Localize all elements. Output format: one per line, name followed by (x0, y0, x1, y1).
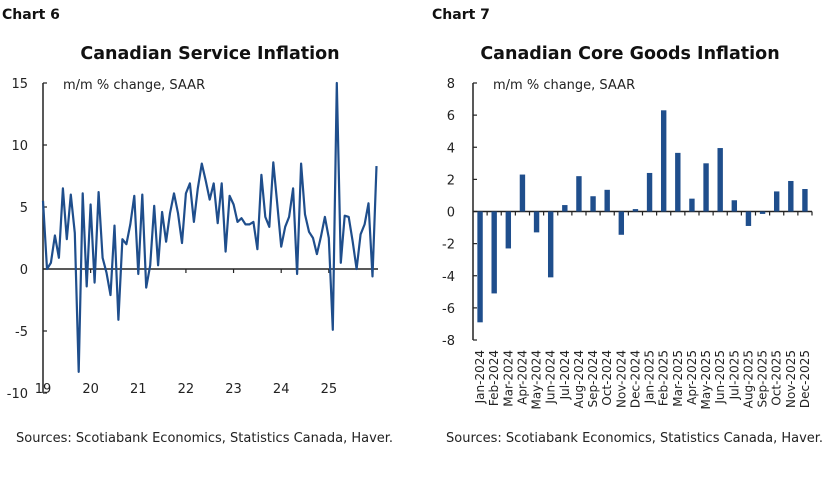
chart6-y-tick-label: 0 (20, 263, 28, 278)
chart7-x-tick-label: Aug-2024 (572, 350, 586, 408)
chart6-y-tick-label: 10 (11, 139, 28, 154)
chart7-y-tick-label: -2 (442, 238, 455, 253)
chart7-y-tick-label: 4 (447, 141, 455, 156)
chart6-x-tick-label: 25 (321, 382, 338, 397)
chart7-bar (590, 196, 596, 212)
chart7-bar (689, 198, 695, 212)
chart6-x-tick-label: 21 (130, 382, 147, 397)
chart7-x-tick-label: May-2024 (530, 350, 544, 409)
chart6-series-line (41, 81, 378, 373)
chart7-x-tick-label: Jun-2025 (713, 350, 727, 405)
chart7-y-tick-label: 0 (447, 206, 455, 221)
chart7-x-tick-label: Jul-2024 (558, 350, 572, 400)
chart7-y-tick-label: 2 (447, 173, 455, 188)
chart7-y-tick-label: 6 (447, 109, 455, 124)
chart6-y-tick-label: -5 (15, 325, 28, 340)
chart7-y-tick-label: -6 (442, 302, 455, 317)
chart7-bar (773, 191, 780, 212)
chart7-bar (632, 209, 639, 212)
chart7-bar (745, 211, 752, 226)
chart6-source: Sources: Scotiabank Economics, Statistic… (16, 431, 394, 446)
chart7-x-tick-label: Dec-2025 (798, 350, 812, 408)
chart7-label: Chart 7 (432, 7, 490, 23)
chart7-x-tick-label: Mar-2024 (501, 350, 515, 407)
chart7-bar (505, 211, 512, 249)
chart7-x-tick-label: Nov-2025 (784, 350, 798, 408)
chart7-bar (562, 205, 568, 212)
chart7-bar (604, 189, 610, 212)
chart7-title: Canadian Core Goods Inflation (480, 44, 780, 64)
chart7-bar (618, 211, 625, 235)
chart7-bar (646, 172, 653, 212)
chart7-x-tick-label: Feb-2025 (657, 350, 671, 406)
chart7-bar (519, 174, 526, 212)
chart6-y-tick-label: 15 (11, 77, 28, 92)
chart7-x-tick-label: Oct-2025 (770, 350, 784, 406)
chart6-x-tick-label: 20 (82, 382, 99, 397)
chart7-y-tick-label: -4 (442, 270, 455, 285)
chart7-x-tick-label: Nov-2024 (614, 350, 628, 408)
chart7-y-tick-label: 8 (447, 77, 455, 92)
chart6-label: Chart 6 (2, 7, 60, 23)
chart7-x-tick-label: Oct-2024 (600, 350, 614, 406)
chart7-x-tick-label: Apr-2024 (515, 350, 529, 405)
chart7-bar (703, 163, 709, 212)
chart7-annotation: m/m % change, SAAR (493, 78, 635, 93)
chart6-y-tick-label: -10 (7, 387, 28, 402)
chart6-x-tick-label: 19 (35, 382, 52, 397)
chart7-bar (731, 200, 738, 212)
chart7-bar (533, 211, 540, 233)
chart7-x-tick-label: May-2025 (699, 350, 713, 409)
chart6-annotation: m/m % change, SAAR (63, 78, 205, 93)
chart7-x-tick-label: Jan-2025 (643, 350, 657, 404)
chart7-y-tick-label: -8 (442, 334, 455, 349)
chart7-x-tick-label: Sep-2025 (756, 350, 770, 408)
chart7-bar (576, 176, 582, 212)
chart7-x-tick-label: Feb-2024 (487, 350, 501, 406)
chart7-bar (491, 211, 497, 294)
chart7-x-tick-label: Dec-2024 (628, 350, 642, 408)
chart7-x-tick-label: Apr-2025 (685, 350, 699, 405)
chart6-y-tick-label: 5 (20, 201, 28, 216)
chart7-x-tick-label: Jun-2024 (544, 350, 558, 405)
chart7-x-tick-label: Mar-2025 (671, 350, 685, 407)
chart6-title: Canadian Service Inflation (80, 44, 340, 64)
chart7-bar (660, 110, 667, 212)
chart7-x-tick-label: Jan-2024 (473, 350, 487, 404)
chart7-bar (788, 180, 794, 212)
chart7-bar (802, 189, 808, 212)
chart6-x-tick-label: 23 (225, 382, 242, 397)
chart7-bar (477, 211, 483, 323)
chart7-bar (759, 211, 766, 214)
chart6-x-tick-label: 24 (273, 382, 290, 397)
chart7-bar (717, 148, 723, 212)
chart7-x-tick-label: Jul-2025 (727, 350, 741, 400)
chart6-x-tick-label: 22 (178, 382, 195, 397)
chart7-x-tick-label: Sep-2024 (586, 350, 600, 408)
chart7-x-tick-label: Aug-2025 (741, 350, 755, 408)
chart7-bar (547, 211, 554, 278)
chart7-source: Sources: Scotiabank Economics, Statistic… (446, 431, 824, 446)
chart7-bar (675, 152, 681, 212)
